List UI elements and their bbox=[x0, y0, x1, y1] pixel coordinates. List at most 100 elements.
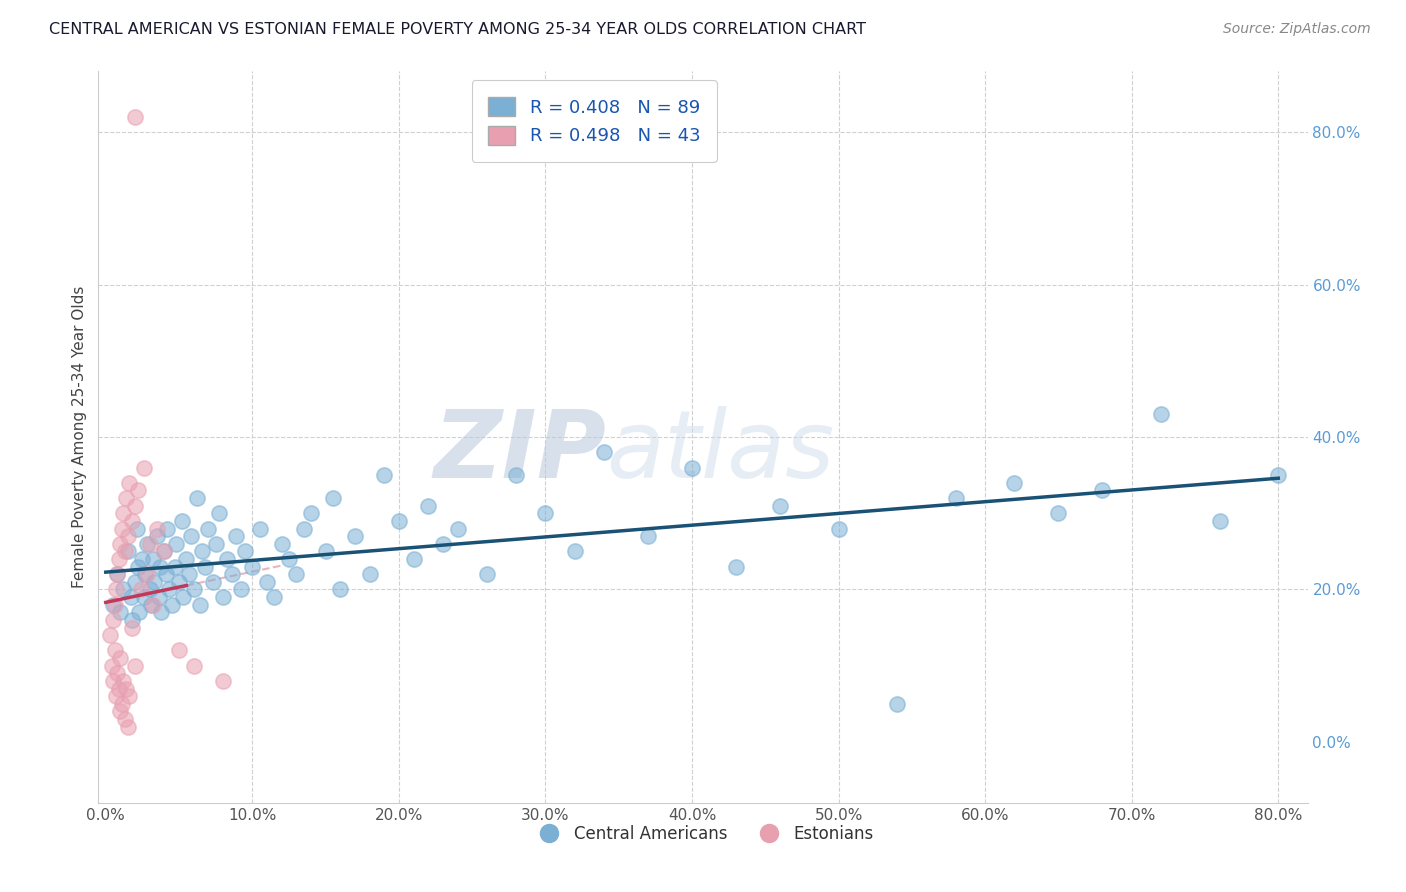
Point bbox=[176, 552, 198, 566]
Point bbox=[564, 544, 586, 558]
Point bbox=[886, 697, 908, 711]
Point bbox=[191, 544, 214, 558]
Y-axis label: Female Poverty Among 25-34 Year Olds: Female Poverty Among 25-34 Year Olds bbox=[72, 286, 87, 588]
Point bbox=[146, 521, 169, 535]
Point bbox=[105, 582, 128, 597]
Point bbox=[114, 544, 136, 558]
Point bbox=[117, 529, 139, 543]
Text: Source: ZipAtlas.com: Source: ZipAtlas.com bbox=[1223, 22, 1371, 37]
Point bbox=[108, 552, 131, 566]
Point bbox=[183, 582, 205, 597]
Point bbox=[165, 537, 187, 551]
Point bbox=[110, 605, 132, 619]
Point bbox=[100, 658, 122, 673]
Text: CENTRAL AMERICAN VS ESTONIAN FEMALE POVERTY AMONG 25-34 YEAR OLDS CORRELATION CH: CENTRAL AMERICAN VS ESTONIAN FEMALE POVE… bbox=[49, 22, 866, 37]
Point bbox=[204, 537, 226, 551]
Point bbox=[432, 537, 454, 551]
Point bbox=[128, 605, 150, 619]
Point bbox=[120, 590, 142, 604]
Point bbox=[637, 529, 659, 543]
Point bbox=[153, 544, 176, 558]
Point bbox=[156, 521, 179, 535]
Point bbox=[135, 567, 157, 582]
Point bbox=[315, 544, 337, 558]
Point bbox=[108, 681, 131, 696]
Point bbox=[534, 506, 557, 520]
Point bbox=[153, 544, 176, 558]
Point bbox=[142, 598, 165, 612]
Point bbox=[769, 499, 792, 513]
Text: ZIP: ZIP bbox=[433, 406, 606, 498]
Point bbox=[212, 673, 235, 688]
Point bbox=[299, 506, 322, 520]
Point bbox=[125, 521, 148, 535]
Point bbox=[111, 697, 134, 711]
Text: atlas: atlas bbox=[606, 406, 835, 497]
Point bbox=[142, 552, 165, 566]
Point bbox=[225, 529, 247, 543]
Point bbox=[724, 559, 747, 574]
Point bbox=[148, 590, 170, 604]
Point bbox=[129, 582, 152, 597]
Point bbox=[118, 689, 141, 703]
Point bbox=[127, 559, 149, 574]
Point bbox=[201, 574, 224, 589]
Point bbox=[132, 590, 155, 604]
Point bbox=[103, 598, 125, 612]
Point bbox=[149, 559, 172, 574]
Point bbox=[373, 468, 395, 483]
Point bbox=[681, 460, 703, 475]
Point bbox=[117, 720, 139, 734]
Point bbox=[121, 514, 143, 528]
Point bbox=[118, 475, 141, 490]
Point bbox=[138, 582, 160, 597]
Point bbox=[1091, 483, 1114, 498]
Point bbox=[167, 643, 190, 657]
Point bbox=[233, 544, 256, 558]
Point bbox=[167, 574, 190, 589]
Point bbox=[207, 506, 229, 520]
Point bbox=[146, 529, 169, 543]
Point bbox=[194, 559, 217, 574]
Point bbox=[322, 491, 344, 505]
Point bbox=[179, 567, 201, 582]
Point bbox=[112, 582, 135, 597]
Point bbox=[157, 582, 180, 597]
Point bbox=[160, 598, 183, 612]
Point bbox=[150, 605, 173, 619]
Point bbox=[388, 514, 411, 528]
Point bbox=[1150, 407, 1173, 421]
Point bbox=[343, 529, 366, 543]
Point bbox=[359, 567, 381, 582]
Point bbox=[124, 110, 146, 124]
Point bbox=[124, 574, 146, 589]
Point bbox=[107, 567, 129, 582]
Point bbox=[1267, 468, 1289, 483]
Point bbox=[121, 621, 143, 635]
Point bbox=[124, 499, 146, 513]
Point bbox=[475, 567, 498, 582]
Point bbox=[212, 590, 235, 604]
Point bbox=[127, 483, 149, 498]
Point bbox=[138, 537, 160, 551]
Point bbox=[1047, 506, 1070, 520]
Legend: Central Americans, Estonians: Central Americans, Estonians bbox=[526, 818, 880, 849]
Point bbox=[1208, 514, 1230, 528]
Point bbox=[112, 673, 135, 688]
Point bbox=[278, 552, 301, 566]
Point bbox=[263, 590, 285, 604]
Point bbox=[121, 613, 143, 627]
Point bbox=[143, 574, 166, 589]
Point bbox=[163, 559, 186, 574]
Point bbox=[115, 491, 138, 505]
Point bbox=[112, 506, 135, 520]
Point bbox=[111, 521, 134, 535]
Point bbox=[945, 491, 967, 505]
Point bbox=[270, 537, 292, 551]
Point bbox=[285, 567, 308, 582]
Point bbox=[256, 574, 278, 589]
Point bbox=[101, 613, 124, 627]
Point bbox=[170, 514, 193, 528]
Point bbox=[141, 598, 163, 612]
Point bbox=[446, 521, 468, 535]
